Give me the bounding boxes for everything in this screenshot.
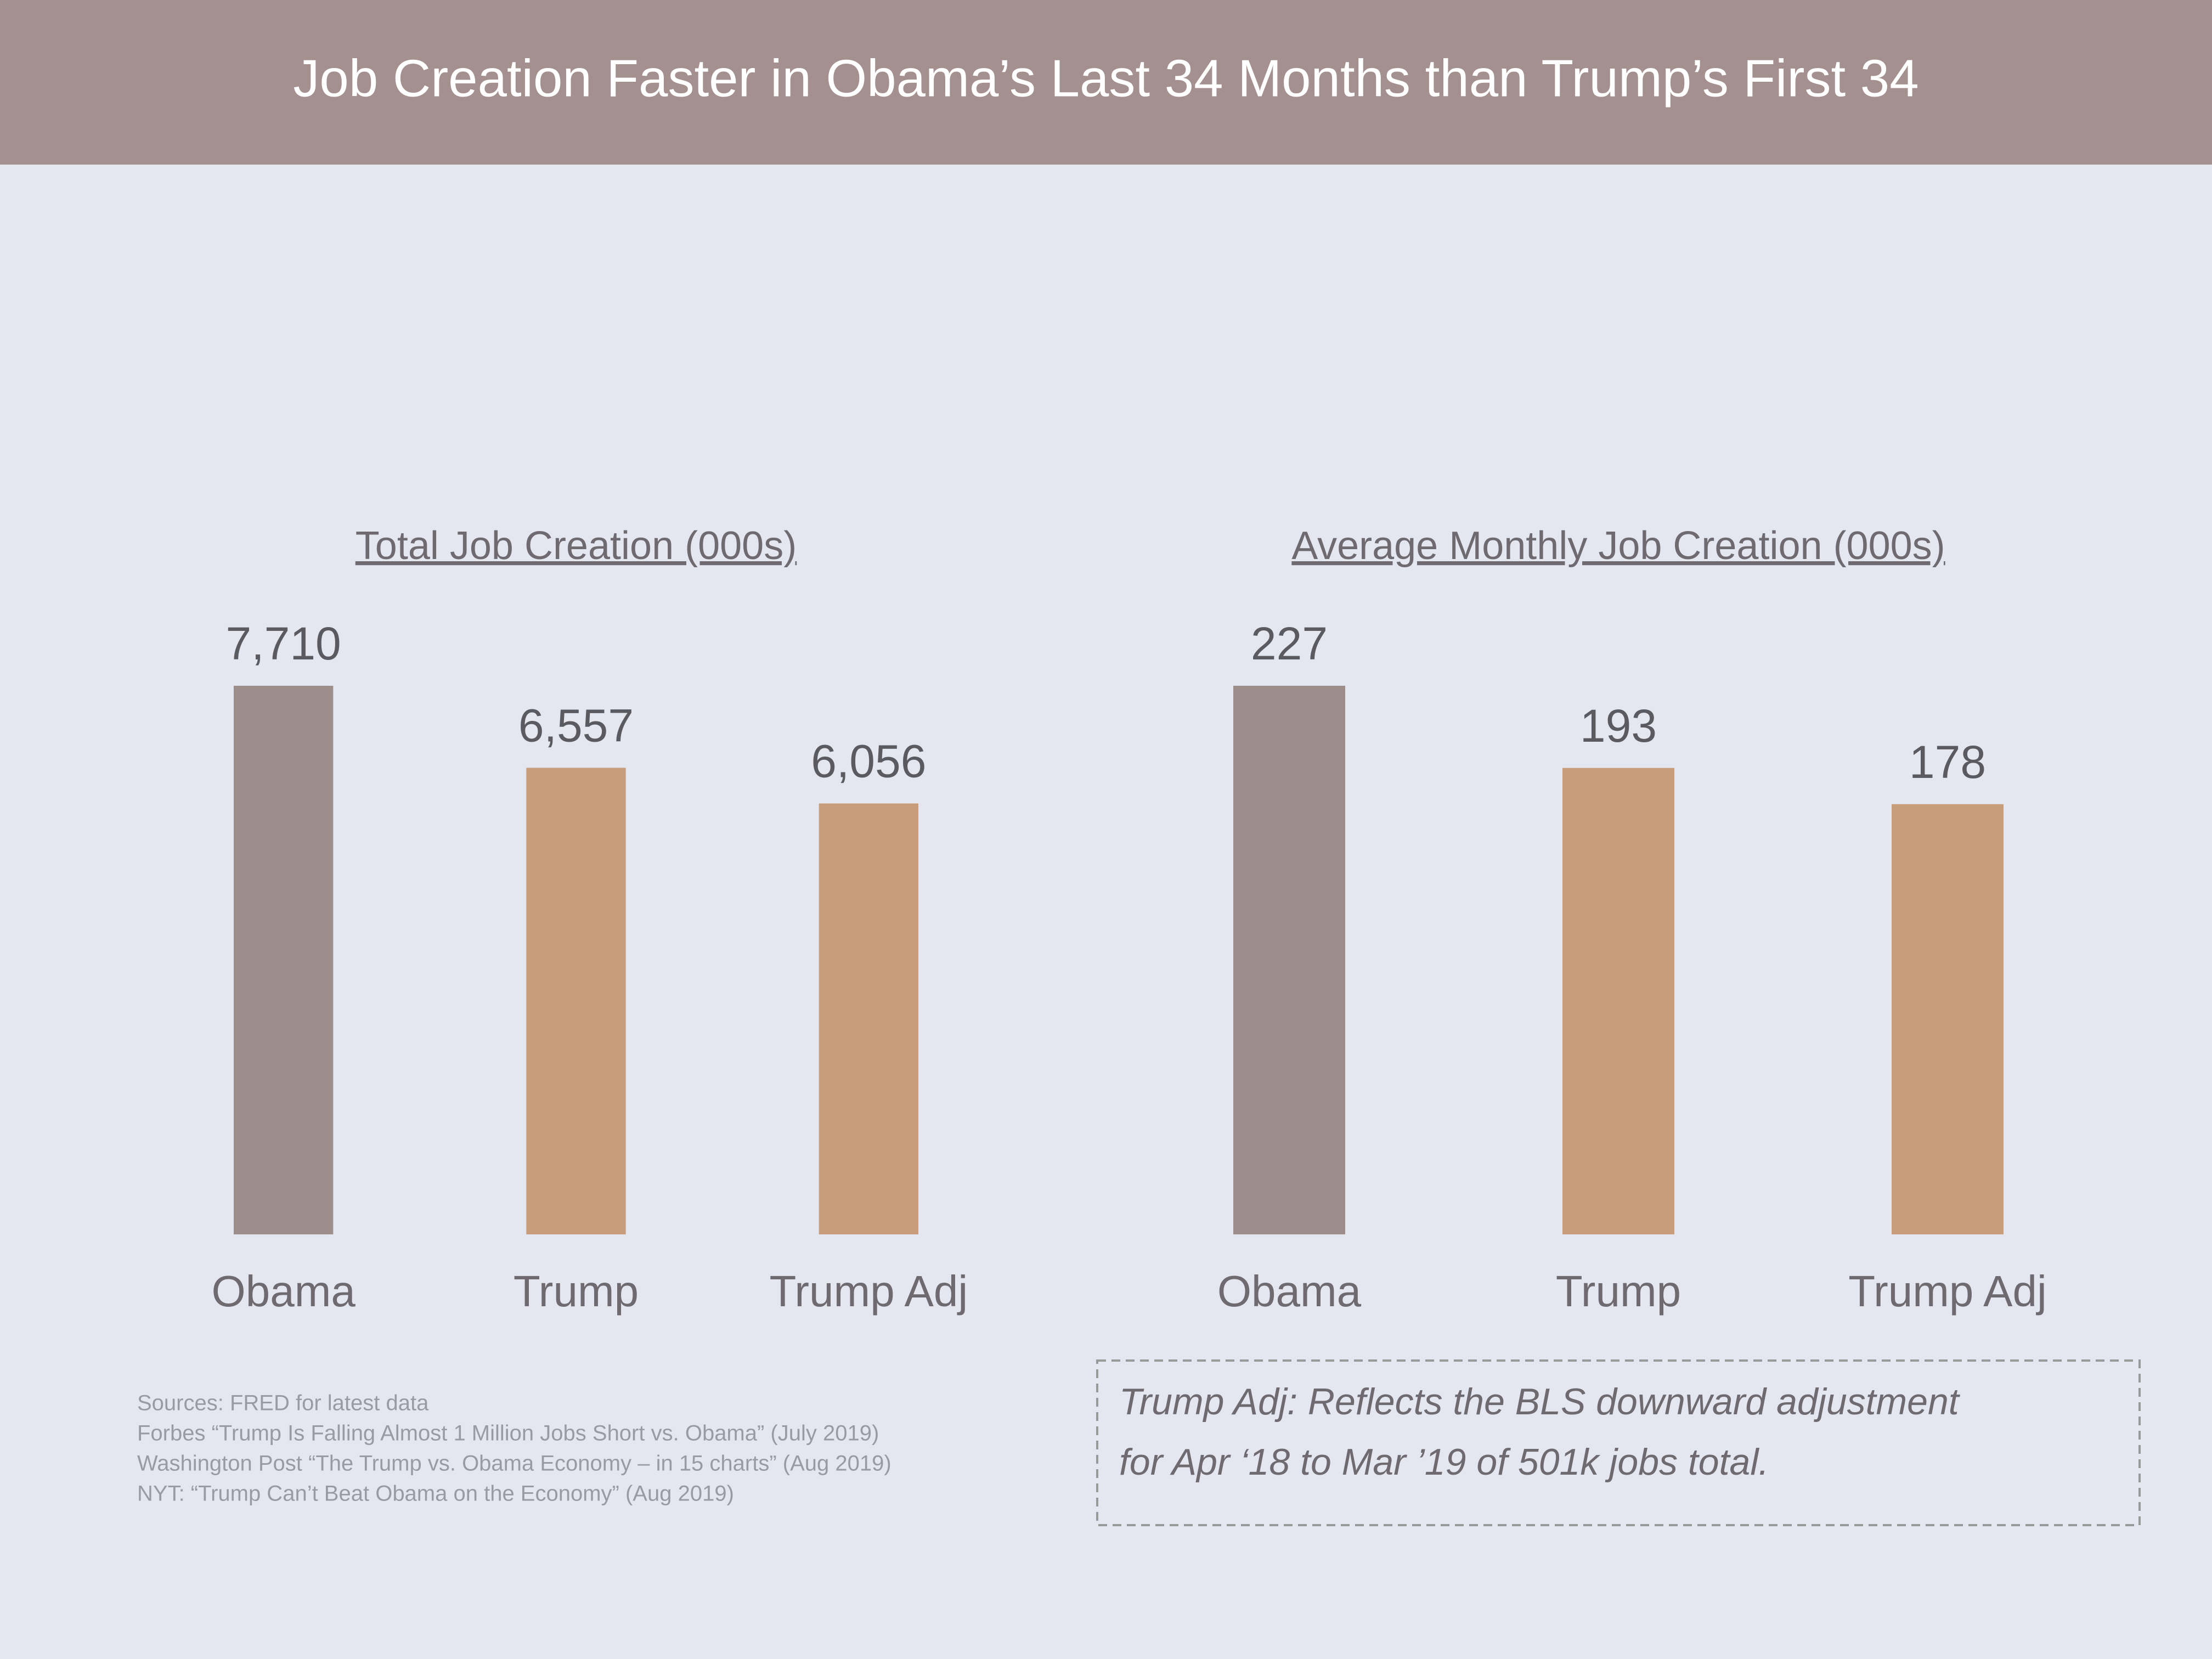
chart-title: Total Job Creation (000s) (356, 524, 797, 568)
bar (526, 768, 626, 1234)
source-line: NYT: “Trump Can’t Beat Obama on the Econ… (137, 1482, 734, 1506)
category-label: Trump Adj (770, 1267, 968, 1316)
value-label: 227 (1251, 618, 1328, 669)
value-label: 193 (1580, 700, 1657, 752)
bar (1233, 686, 1345, 1234)
slide-title: Job Creation Faster in Obama’s Last 34 M… (293, 49, 1918, 108)
bar (234, 686, 334, 1234)
value-label: 6,056 (811, 736, 926, 787)
note-line: for Apr ‘18 to Mar ’19 of 501k jobs tota… (1119, 1441, 1769, 1483)
category-label: Obama (1217, 1267, 1362, 1316)
category-label: Trump (1556, 1267, 1681, 1316)
category-label: Trump Adj (1848, 1267, 2047, 1316)
chart-title: Average Monthly Job Creation (000s) (1291, 524, 1945, 568)
source-line: Washington Post “The Trump vs. Obama Eco… (137, 1452, 891, 1476)
value-label: 178 (1909, 736, 1986, 788)
bar (1892, 804, 2004, 1234)
title-bar (0, 0, 2212, 165)
category-label: Obama (211, 1267, 356, 1316)
bar (819, 803, 918, 1234)
note-line: Trump Adj: Reflects the BLS downward adj… (1119, 1381, 1961, 1423)
note-box (1096, 1359, 2141, 1526)
value-label: 7,710 (226, 618, 341, 669)
source-line: Forbes “Trump Is Falling Almost 1 Millio… (137, 1421, 879, 1446)
category-label: Trump (514, 1267, 639, 1316)
bar (1562, 768, 1674, 1234)
value-label: 6,557 (518, 700, 634, 752)
source-line: Sources: FRED for latest data (137, 1391, 429, 1415)
